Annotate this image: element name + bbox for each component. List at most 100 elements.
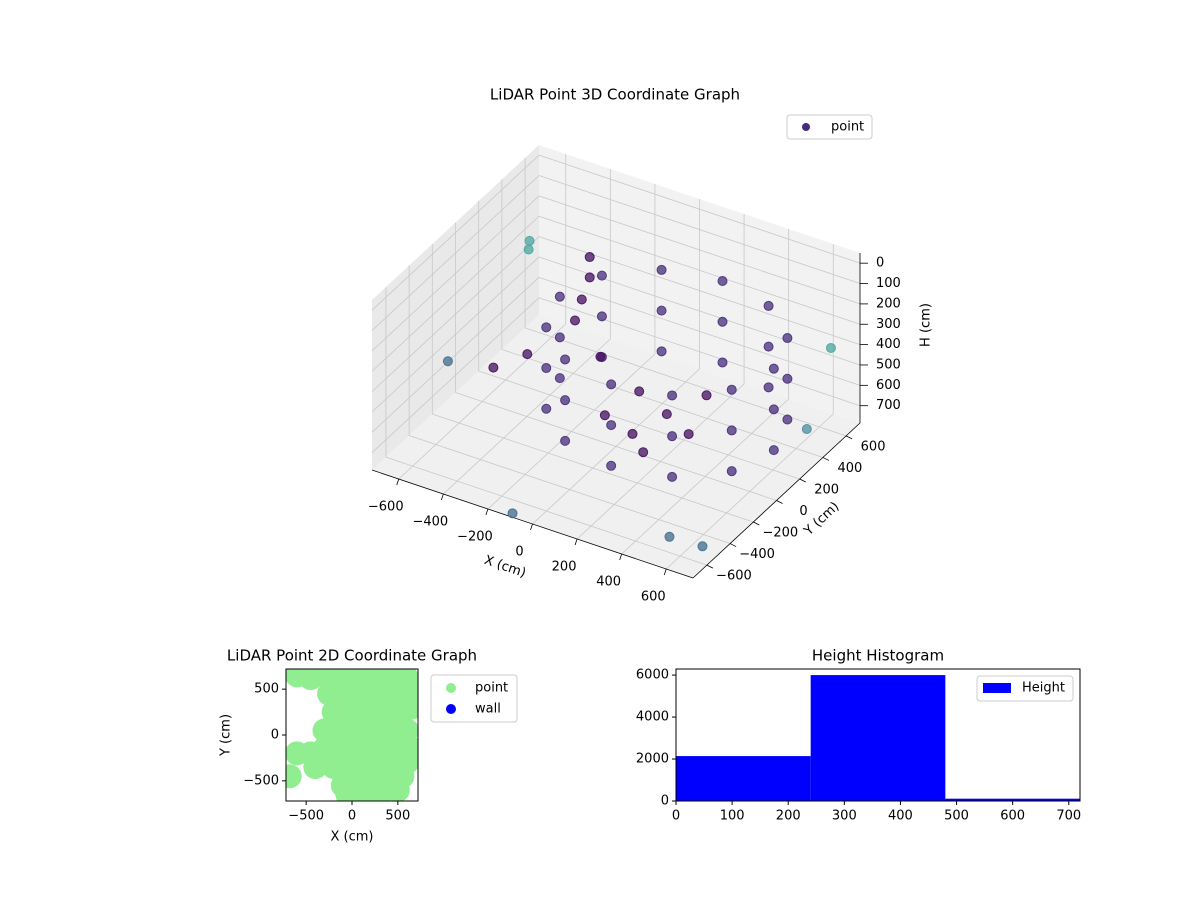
point xyxy=(697,541,708,552)
point xyxy=(596,311,607,322)
point xyxy=(554,373,565,384)
x-axis-label: X (cm) xyxy=(331,830,374,845)
point xyxy=(763,382,774,393)
x-tick-label: 600 xyxy=(641,590,666,605)
point xyxy=(768,363,779,374)
point xyxy=(390,700,415,725)
x-tick-label: 0 xyxy=(348,809,356,824)
bar xyxy=(676,756,811,801)
legend-label: point xyxy=(475,681,508,696)
point xyxy=(541,322,552,333)
x-tick-label: 300 xyxy=(832,809,857,824)
tick-mark xyxy=(440,493,444,501)
grid-line xyxy=(371,195,540,352)
point xyxy=(801,424,812,435)
grid-line xyxy=(432,413,754,523)
point xyxy=(717,276,728,287)
z-tick-label: 100 xyxy=(876,276,901,291)
point xyxy=(303,755,328,780)
grid-line xyxy=(371,236,540,392)
point xyxy=(627,428,638,439)
tick-mark xyxy=(753,521,760,526)
point xyxy=(768,404,779,415)
point xyxy=(560,395,571,406)
x-tick-label: 0 xyxy=(515,545,523,560)
legend-box xyxy=(786,114,873,140)
tick-mark xyxy=(776,500,783,504)
grid-line xyxy=(371,277,540,433)
z-tick-label: 700 xyxy=(876,398,901,413)
x-axis-line xyxy=(371,469,694,579)
z-tick-label: 300 xyxy=(876,317,901,332)
point xyxy=(606,420,617,431)
point xyxy=(488,362,499,373)
tick-mark xyxy=(729,543,737,547)
z-tick-label: 500 xyxy=(876,357,901,372)
tick-mark xyxy=(663,568,667,576)
grid-line xyxy=(371,154,540,311)
point xyxy=(570,315,580,326)
x-tick-label: 700 xyxy=(1056,809,1081,824)
z-tick-label: 400 xyxy=(876,337,901,352)
point xyxy=(763,300,774,311)
point xyxy=(523,244,534,255)
point xyxy=(595,351,606,362)
tick-mark xyxy=(530,523,533,531)
tick-mark xyxy=(485,508,489,516)
grid-line xyxy=(371,215,540,372)
y-tick-label: 4000 xyxy=(636,710,669,725)
legend-box xyxy=(976,675,1074,702)
legend-marker xyxy=(983,683,1011,693)
y-tick-label: −500 xyxy=(243,773,279,788)
axes-frame xyxy=(675,668,1081,802)
point xyxy=(606,379,617,390)
legend-label: point xyxy=(831,120,864,135)
point xyxy=(554,332,565,343)
y-tick-label: 0 xyxy=(661,794,669,809)
point xyxy=(395,718,418,743)
bar xyxy=(945,798,1080,801)
x-tick-label: 400 xyxy=(888,809,913,824)
x-tick-label: −200 xyxy=(457,530,493,545)
y-axis-line xyxy=(692,422,861,579)
legend-marker xyxy=(802,123,810,131)
point xyxy=(385,778,410,801)
x-tick-label: −400 xyxy=(412,515,448,530)
grid-line xyxy=(538,175,861,284)
point xyxy=(664,531,675,542)
y-tick-label: 600 xyxy=(861,439,886,454)
point xyxy=(726,384,737,395)
x-tick-label: 400 xyxy=(596,575,621,590)
point xyxy=(554,291,565,302)
x-tick-label: −600 xyxy=(368,500,404,515)
point xyxy=(782,414,793,425)
point xyxy=(667,471,678,482)
y-tick-label: −200 xyxy=(762,526,798,541)
y-tick-label: 400 xyxy=(837,461,862,476)
y-tick-label: 500 xyxy=(254,682,279,697)
point xyxy=(599,410,610,421)
legend-label: wall xyxy=(475,702,501,717)
grid-line xyxy=(371,256,540,413)
point xyxy=(442,356,453,367)
y-tick-label: 2000 xyxy=(636,752,669,767)
grid-line xyxy=(524,327,847,437)
x-tick-label: 100 xyxy=(720,809,745,824)
point xyxy=(667,431,678,442)
y-tick-label: 0 xyxy=(271,728,279,743)
point xyxy=(656,264,667,275)
x-tick-label: 500 xyxy=(385,809,410,824)
point xyxy=(522,349,533,360)
tick-mark xyxy=(574,538,578,546)
tick-mark xyxy=(396,478,400,486)
legend-label: Height xyxy=(1022,681,1065,696)
legend-marker xyxy=(446,704,456,714)
tick-mark xyxy=(822,457,830,461)
grid-line xyxy=(408,435,731,544)
tick-mark xyxy=(845,435,853,440)
x-tick-label: −500 xyxy=(288,809,324,824)
z-tick-label: 600 xyxy=(876,378,901,393)
point xyxy=(667,390,678,401)
point xyxy=(726,466,737,477)
